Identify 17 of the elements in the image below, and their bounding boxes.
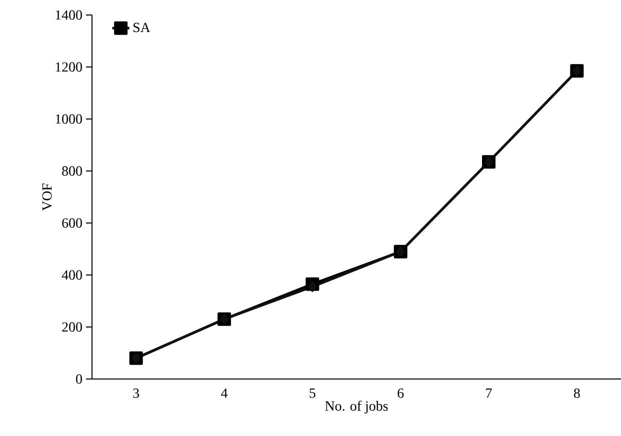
x-tick-label: 5 bbox=[310, 388, 316, 398]
x-tick-label: 7 bbox=[486, 388, 492, 398]
x-axis-title: No. of jobs bbox=[325, 400, 388, 414]
y-tick-label: 0 bbox=[76, 374, 82, 384]
x-tick-label: 3 bbox=[133, 388, 140, 398]
y-tick-label: 1000 bbox=[56, 114, 82, 124]
y-tick-label: 800 bbox=[62, 166, 82, 176]
y-tick-label: 1400 bbox=[56, 10, 82, 20]
x-tick-label: 4 bbox=[221, 388, 228, 398]
legend-label: SA bbox=[134, 22, 150, 32]
y-axis-title: VOF bbox=[42, 184, 52, 211]
x-tick-label: 6 bbox=[398, 388, 404, 398]
y-tick-label: 600 bbox=[62, 218, 82, 228]
x-tick-label: 8 bbox=[574, 388, 580, 398]
y-tick-label: 400 bbox=[62, 270, 82, 280]
y-tick-label: 200 bbox=[62, 322, 82, 332]
y-tick-label: 1200 bbox=[56, 62, 82, 72]
